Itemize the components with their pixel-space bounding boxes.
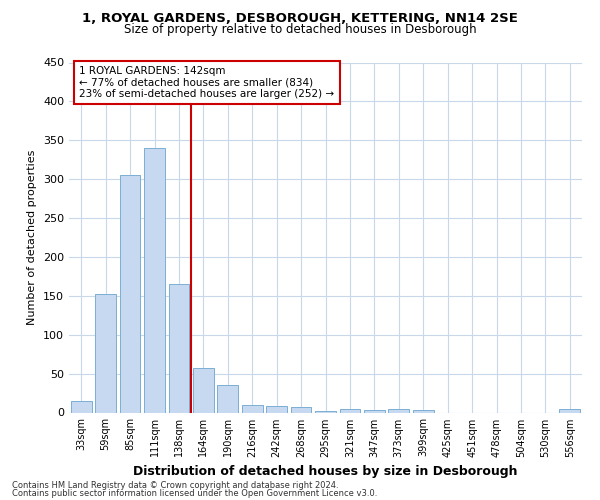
Bar bbox=[144, 148, 165, 412]
Bar bbox=[71, 401, 92, 412]
Text: 1 ROYAL GARDENS: 142sqm
← 77% of detached houses are smaller (834)
23% of semi-d: 1 ROYAL GARDENS: 142sqm ← 77% of detache… bbox=[79, 66, 334, 99]
Bar bbox=[364, 410, 385, 412]
Bar bbox=[193, 368, 214, 412]
Bar bbox=[266, 406, 287, 412]
Bar bbox=[413, 410, 434, 412]
Bar bbox=[388, 410, 409, 412]
Bar bbox=[290, 407, 311, 412]
Text: Contains public sector information licensed under the Open Government Licence v3: Contains public sector information licen… bbox=[12, 488, 377, 498]
Bar bbox=[119, 176, 140, 412]
Y-axis label: Number of detached properties: Number of detached properties bbox=[28, 150, 37, 325]
X-axis label: Distribution of detached houses by size in Desborough: Distribution of detached houses by size … bbox=[133, 465, 518, 478]
Text: 1, ROYAL GARDENS, DESBOROUGH, KETTERING, NN14 2SE: 1, ROYAL GARDENS, DESBOROUGH, KETTERING,… bbox=[82, 12, 518, 26]
Bar bbox=[559, 408, 580, 412]
Bar bbox=[217, 386, 238, 412]
Bar bbox=[315, 411, 336, 412]
Bar bbox=[169, 284, 190, 412]
Text: Size of property relative to detached houses in Desborough: Size of property relative to detached ho… bbox=[124, 24, 476, 36]
Text: Contains HM Land Registry data © Crown copyright and database right 2024.: Contains HM Land Registry data © Crown c… bbox=[12, 481, 338, 490]
Bar bbox=[242, 404, 263, 412]
Bar bbox=[95, 294, 116, 412]
Bar bbox=[340, 410, 361, 412]
